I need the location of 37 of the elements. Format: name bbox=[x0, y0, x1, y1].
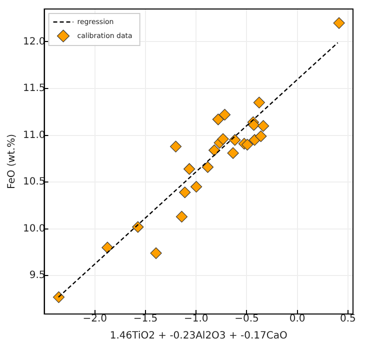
x-tick-label: −2.0 bbox=[82, 314, 108, 325]
point bbox=[242, 138, 254, 150]
y-tick-label: 12.0 bbox=[23, 36, 46, 48]
point bbox=[190, 180, 202, 193]
y-tick-label: 10.5 bbox=[23, 176, 46, 188]
point bbox=[217, 133, 229, 145]
y-tick-label: 9.5 bbox=[29, 270, 46, 282]
point bbox=[227, 147, 239, 159]
point bbox=[176, 210, 188, 222]
point bbox=[179, 186, 191, 198]
point bbox=[132, 221, 144, 233]
x-axis-title: 1.46TiO2 + -0.23Al2O3 + -0.17CaO bbox=[110, 330, 288, 342]
y-tick-label: 10.0 bbox=[23, 223, 46, 234]
point bbox=[255, 130, 267, 142]
y-axis-title: FeO (wt.%) bbox=[6, 134, 18, 189]
point bbox=[102, 242, 114, 254]
x-tick-label: −1.5 bbox=[133, 314, 158, 325]
point bbox=[150, 247, 162, 259]
point bbox=[333, 17, 345, 29]
point bbox=[253, 96, 265, 108]
point bbox=[258, 120, 270, 132]
point bbox=[170, 140, 182, 152]
point bbox=[248, 134, 260, 146]
point bbox=[248, 119, 260, 131]
x-tick-label: 0.0 bbox=[289, 314, 306, 325]
point bbox=[229, 134, 241, 146]
point bbox=[218, 108, 231, 121]
point bbox=[52, 291, 65, 303]
point bbox=[208, 144, 220, 156]
point bbox=[184, 163, 196, 175]
point bbox=[212, 114, 224, 126]
y-tick-label: 11.0 bbox=[23, 130, 46, 141]
x-tick-label: −0.5 bbox=[234, 314, 259, 325]
y-tick-label: 11.5 bbox=[23, 83, 46, 94]
point bbox=[202, 161, 214, 173]
x-tick-label: 0.5 bbox=[340, 314, 356, 325]
x-tick-label: −1.0 bbox=[184, 314, 208, 325]
